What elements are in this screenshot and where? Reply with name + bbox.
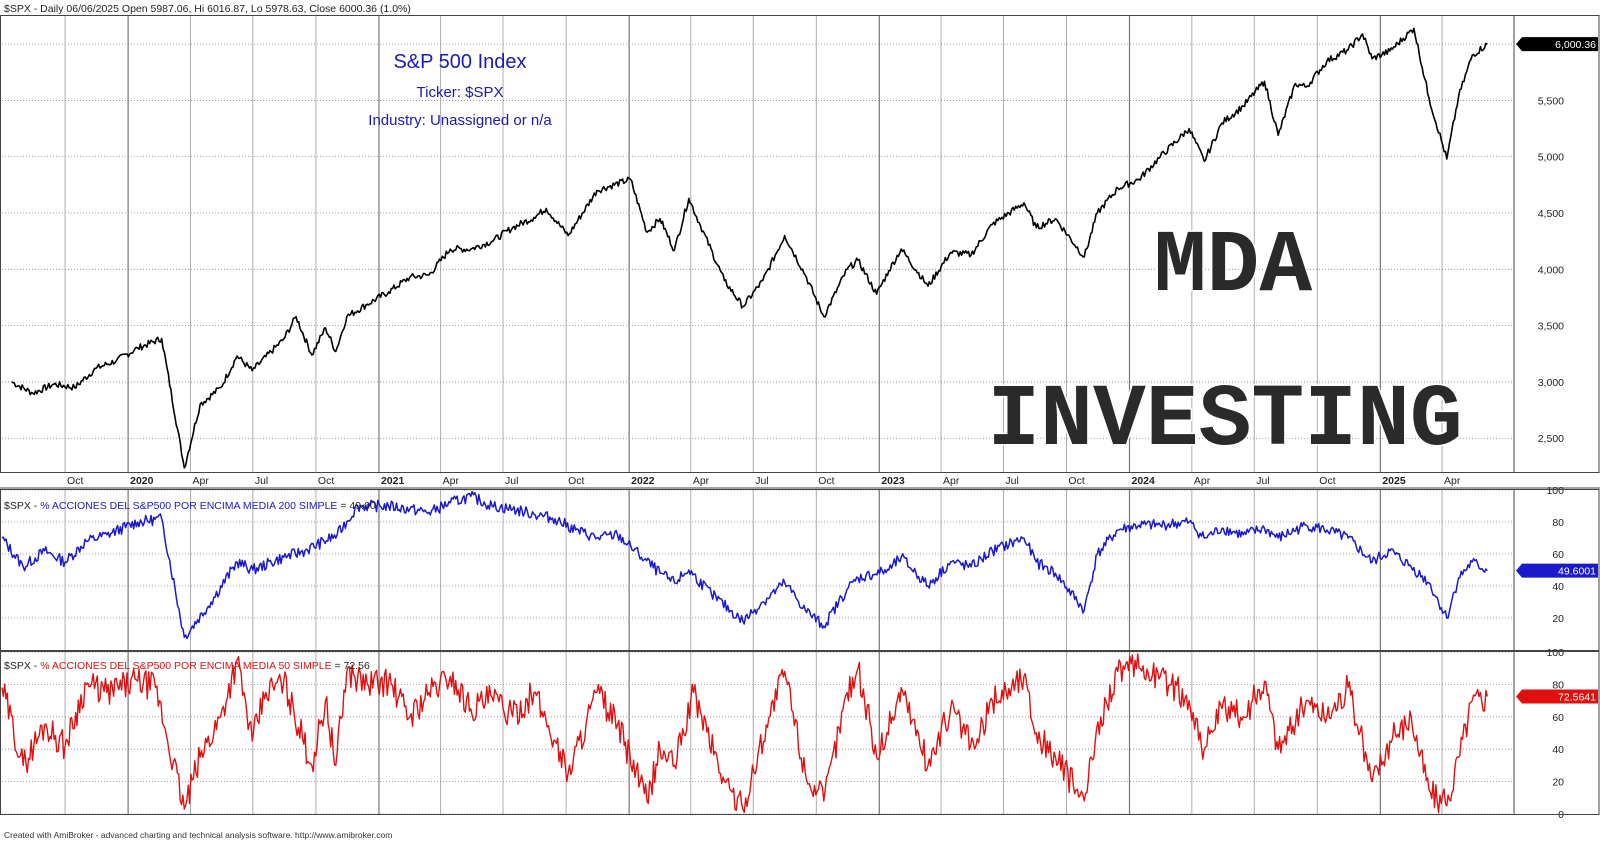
xtick-label: Jul — [505, 475, 518, 487]
ticker-annotation: Ticker: $SPX — [417, 84, 504, 101]
xtick-label: Jul — [755, 475, 768, 487]
price-ytick-label: 4,000 — [1538, 264, 1564, 276]
breadth-200-ytick-label: 60 — [1552, 549, 1564, 561]
breadth-200-header-name: % ACCIONES DEL S&P500 POR ENCIMA MEDIA 2… — [40, 500, 337, 512]
xtick-label: 2020 — [130, 475, 154, 487]
breadth-50-last-value-tag: 72.5641 — [1516, 689, 1598, 704]
breadth-200-last-value-tag: 49.6001 — [1516, 563, 1598, 578]
breadth-50-header-name: % ACCIONES DEL S&P500 POR ENCIMA MEDIA 5… — [40, 660, 331, 672]
price-ytick-label: 2,500 — [1538, 433, 1564, 445]
xtick-label: Oct — [1319, 475, 1335, 487]
breadth-50-ytick-label: 60 — [1552, 712, 1564, 724]
breadth-200-frame — [0, 489, 1600, 651]
xtick-label: Oct — [818, 475, 834, 487]
xtick-label: Jul — [1256, 475, 1269, 487]
xtick-label: Oct — [67, 475, 83, 487]
breadth-200-header-prefix: $SPX - — [4, 500, 40, 512]
breadth-50-header-value: = 72.56 — [332, 660, 370, 672]
price-header: $SPX - Daily 06/06/2025 Open 5987.06, Hi… — [4, 3, 411, 15]
price-ytick-label: 3,000 — [1538, 377, 1564, 389]
breadth-200-series-line — [1, 490, 1488, 640]
price-ytick-label: 4,500 — [1538, 208, 1564, 220]
breadth-50-ytick-label: 20 — [1552, 777, 1564, 789]
xtick-label: Apr — [192, 475, 209, 487]
price-ytick-label: 5,000 — [1538, 152, 1564, 164]
xtick-label: Apr — [443, 475, 460, 487]
breadth-200-last-value-text: 49.6001 — [1558, 566, 1596, 578]
xtick-label: Apr — [1444, 475, 1461, 487]
price-series-line — [11, 27, 1488, 469]
xtick-label: 2023 — [881, 475, 905, 487]
watermark-line2: INVESTING — [987, 372, 1462, 471]
xtick-label: Jul — [1005, 475, 1018, 487]
breadth-50-ytick-label: 80 — [1552, 679, 1564, 691]
breadth-50-frame — [0, 651, 1600, 815]
price-ytick-label: 3,500 — [1538, 321, 1564, 333]
xtick-label: 2022 — [631, 475, 655, 487]
price-frame — [0, 15, 1600, 473]
watermark-line1: MDA — [1154, 218, 1313, 317]
xtick-label: Apr — [693, 475, 710, 487]
breadth-200-ytick-label: 20 — [1552, 613, 1564, 625]
xtick-label: 2025 — [1382, 475, 1406, 487]
xtick-label: Oct — [318, 475, 334, 487]
price-last-value-text: 6,000.36 — [1555, 39, 1596, 51]
breadth-200-header: $SPX - % ACCIONES DEL S&P500 POR ENCIMA … — [4, 500, 376, 512]
xtick-label: Apr — [943, 475, 960, 487]
breadth-50-ytick-label: 100 — [1546, 647, 1564, 659]
xtick-label: 2021 — [381, 475, 405, 487]
xtick-label: 2024 — [1131, 475, 1155, 487]
price-pane: 2,500 3,000 3,500 4,000 4,500 5,000 5,500 6,000… — [0, 15, 1600, 489]
breadth-200-header-value: = 49.60 — [337, 500, 375, 512]
price-last-value-tag: 6,000.36 — [1516, 37, 1598, 52]
breadth-50-header-prefix: $SPX - — [4, 660, 40, 672]
breadth-50-last-value-text: 72.5641 — [1558, 691, 1596, 703]
footer-credit: Created with AmiBroker - advanced charti… — [4, 830, 392, 840]
breadth-50-series-line — [1, 653, 1488, 814]
industry-annotation: Industry: Unassigned or n/a — [368, 112, 552, 129]
xtick-label: Oct — [1068, 475, 1084, 487]
xtick-label: Oct — [568, 475, 584, 487]
breadth-50-header: $SPX - % ACCIONES DEL S&P500 POR ENCIMA … — [4, 660, 370, 672]
breadth-200-pane: 20 40 60 80 100 49.6001 — [0, 485, 1600, 651]
breadth-200-ytick-label: 40 — [1552, 581, 1564, 593]
chart-title: S&P 500 Index — [393, 51, 526, 73]
breadth-50-ytick-label: 40 — [1552, 744, 1564, 756]
xtick-label: Apr — [1194, 475, 1211, 487]
price-ytick-label: 5,500 — [1538, 95, 1564, 107]
xtick-label: Jul — [255, 475, 268, 487]
breadth-200-ytick-label: 80 — [1552, 517, 1564, 529]
breadth-200-ytick-label: 100 — [1546, 485, 1564, 497]
